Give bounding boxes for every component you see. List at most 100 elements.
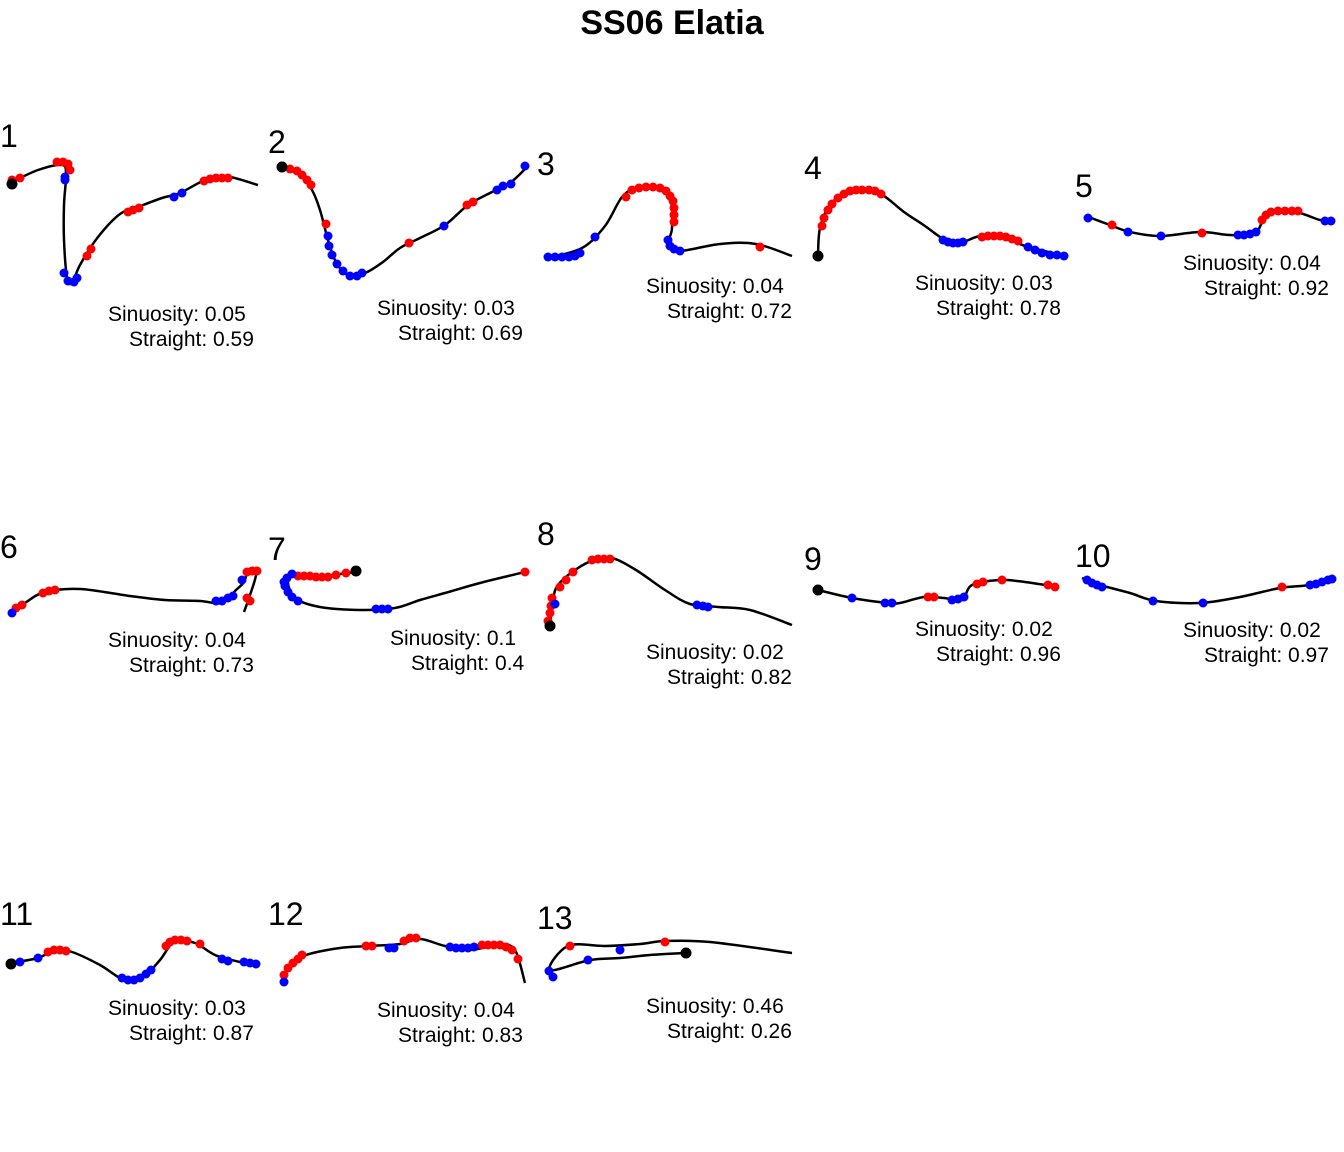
- panel-9-red-point-6: [1050, 582, 1060, 592]
- panel-13-track-line: [548, 939, 793, 972]
- panel-7-red-point-5: [323, 572, 333, 582]
- panel-7-straightness: Straight: 0.4: [411, 652, 525, 675]
- panel-3-red-point-2: [634, 183, 644, 193]
- panel-8-red-point-4: [555, 582, 565, 592]
- panel-1-red-point-5: [65, 165, 75, 175]
- panel-12-red-point-16: [513, 954, 523, 964]
- panel-2-red-point-6: [321, 219, 331, 229]
- panel-9-blue-point-5: [959, 592, 969, 602]
- panel-4-straightness: Straight: 0.78: [936, 297, 1061, 320]
- panel-1-start-point: [6, 178, 18, 190]
- panel-13-track-group: [544, 937, 793, 982]
- panel-11-straightness: Straight: 0.87: [129, 1022, 254, 1045]
- panel-10-track-line: [1081, 576, 1334, 605]
- panel-2-blue-point-7: [357, 268, 367, 278]
- panel-5-sinuosity: Sinuosity: 0.04: [1183, 252, 1321, 275]
- panel-5-red-point-6: [1280, 206, 1290, 216]
- panel-12-straightness: Straight: 0.83: [398, 1024, 523, 1047]
- panel-11-track-group: [5, 935, 261, 985]
- panel-1-straightness: Straight: 0.59: [129, 328, 254, 351]
- panel-8-red-point-10: [605, 554, 615, 564]
- panel-6-red-point-7: [252, 566, 262, 576]
- panel-2-blue-point-11: [506, 179, 516, 189]
- panel-6-blue-point-0: [7, 608, 17, 618]
- panel-3-blue-point-5: [575, 248, 585, 258]
- panel-2-red-point-1: [285, 164, 295, 174]
- panel-9-straightness: Straight: 0.96: [936, 643, 1061, 666]
- panel-13-blue-point-1: [548, 972, 558, 982]
- panel-4-red-point-18: [1013, 236, 1023, 246]
- panel-4-blue-point-6: [1030, 245, 1040, 255]
- panel-3-sinuosity: Sinuosity: 0.04: [646, 275, 784, 298]
- panel-12-blue-point-0: [279, 977, 289, 987]
- panel-3-straightness: Straight: 0.72: [667, 300, 792, 323]
- panel-11-number: 11: [0, 896, 34, 932]
- panel-2-blue-point-0: [323, 231, 333, 241]
- panel-3-blue-point-1: [550, 252, 560, 262]
- panel-3-blue-point-10: [675, 246, 685, 256]
- panel-11-start-point: [5, 958, 17, 970]
- panel-4-blue-point-8: [1045, 250, 1055, 260]
- panel-13-start-point: [680, 947, 692, 959]
- panel-1-red-point-7: [86, 244, 96, 254]
- panel-8-red-point-5: [561, 575, 571, 585]
- panel-2-blue-point-5: [345, 271, 355, 281]
- panel-1-number: 1: [0, 118, 18, 154]
- panel-11-red-point-9: [195, 939, 205, 949]
- panel-9-red-point-5: [1043, 580, 1053, 590]
- panel-10-number: 10: [1075, 538, 1111, 574]
- panel-3-red-point-11: [669, 217, 679, 227]
- panel-12-sinuosity: Sinuosity: 0.04: [377, 999, 515, 1022]
- panel-1-sinuosity: Sinuosity: 0.05: [108, 303, 246, 326]
- panel-2-stats: Sinuosity: 0.03 Straight: 0.69: [377, 296, 523, 346]
- panel-4-blue-point-10: [1059, 251, 1069, 261]
- panel-3-red-point-4: [648, 182, 658, 192]
- panel-1-blue-point-2: [59, 268, 69, 278]
- panel-7-red-point-7: [341, 568, 351, 578]
- panel-1-blue-point-1: [60, 172, 70, 182]
- panel-9-red-point-4: [997, 575, 1007, 585]
- panel-2-blue-point-1: [324, 241, 334, 251]
- panel-4-number: 4: [804, 150, 822, 186]
- panel-7-track-group: [279, 565, 530, 614]
- panel-3-red-point-10: [669, 210, 679, 220]
- panel-2-blue-point-8: [439, 221, 449, 231]
- panel-11-red-point-3: [61, 946, 71, 956]
- panel-4-track-group: [812, 185, 1069, 262]
- panel-13-blue-point-2: [583, 955, 593, 965]
- panel-9-blue-point-2: [887, 598, 897, 608]
- panel-2-red-point-9: [468, 197, 478, 207]
- panel-6-red-point-9: [245, 596, 255, 606]
- panel-2-start-point: [276, 161, 288, 173]
- panel-11-sinuosity: Sinuosity: 0.03: [108, 997, 246, 1020]
- panel-8-blue-point-0: [550, 599, 560, 609]
- panel-10-blue-point-5: [1198, 598, 1208, 608]
- panel-6-red-point-1: [17, 600, 27, 610]
- panel-13-sinuosity: Sinuosity: 0.46: [646, 995, 784, 1018]
- panel-6-stats: Sinuosity: 0.04 Straight: 0.73: [108, 628, 254, 678]
- panel-5-blue-point-2: [1156, 231, 1166, 241]
- panel-13-number: 13: [537, 900, 573, 936]
- panel-4-red-point-0: [817, 221, 827, 231]
- panel-10-sinuosity: Sinuosity: 0.02: [1183, 619, 1321, 642]
- panel-4-sinuosity: Sinuosity: 0.03: [915, 272, 1053, 295]
- panel-3-red-point-3: [641, 182, 651, 192]
- panel-7-red-point-6: [331, 570, 341, 580]
- panel-12-stats: Sinuosity: 0.04 Straight: 0.83: [377, 998, 523, 1048]
- panel-10-straightness: Straight: 0.97: [1204, 644, 1329, 667]
- panel-5-track-group: [1083, 206, 1336, 241]
- panel-11-blue-point-8: [146, 965, 156, 975]
- panel-11-blue-point-10: [223, 956, 233, 966]
- panel-9-track-group: [812, 575, 1060, 608]
- panel-11-red-point-8: [182, 936, 192, 946]
- panel-10-stats: Sinuosity: 0.02 Straight: 0.97: [1183, 618, 1329, 668]
- panel-1-red-point-10: [134, 203, 144, 213]
- panel-5-straightness: Straight: 0.92: [1204, 277, 1329, 300]
- panel-5-blue-point-6: [1251, 227, 1261, 237]
- panel-6-number: 6: [0, 529, 18, 565]
- panel-4-red-point-11: [876, 189, 886, 199]
- panel-9-start-point: [812, 584, 824, 596]
- panel-13-stats: Sinuosity: 0.46 Straight: 0.26: [646, 994, 792, 1044]
- panel-3-blue-point-2: [557, 252, 567, 262]
- panel-1-stats: Sinuosity: 0.05 Straight: 0.59: [108, 302, 254, 352]
